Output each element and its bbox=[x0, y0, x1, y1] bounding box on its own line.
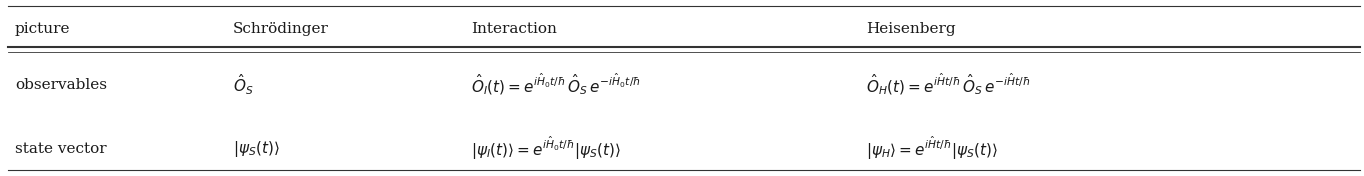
Text: $|\psi_I(t)\rangle = e^{i\hat{H}_0 t/\hbar}|\psi_S(t)\rangle$: $|\psi_I(t)\rangle = e^{i\hat{H}_0 t/\hb… bbox=[471, 135, 621, 162]
Text: picture: picture bbox=[15, 22, 71, 36]
Text: Interaction: Interaction bbox=[471, 22, 557, 36]
Text: $\hat{O}_I(t) = e^{i\hat{H}_0 t/\hbar}\,\hat{O}_S\,e^{-i\hat{H}_0 t/\hbar}$: $\hat{O}_I(t) = e^{i\hat{H}_0 t/\hbar}\,… bbox=[471, 72, 641, 97]
Text: state vector: state vector bbox=[15, 142, 106, 156]
Text: Schrödinger: Schrödinger bbox=[233, 22, 329, 36]
Text: $\hat{O}_H(t) = e^{i\hat{H}t/\hbar}\,\hat{O}_S\,e^{-i\hat{H}t/\hbar}$: $\hat{O}_H(t) = e^{i\hat{H}t/\hbar}\,\ha… bbox=[866, 72, 1030, 97]
Text: observables: observables bbox=[15, 78, 106, 92]
Text: Heisenberg: Heisenberg bbox=[866, 22, 955, 36]
Text: $\hat{O}_S$: $\hat{O}_S$ bbox=[233, 72, 254, 97]
Text: $|\psi_H\rangle = e^{i\hat{H}t/\hbar}|\psi_S(t)\rangle$: $|\psi_H\rangle = e^{i\hat{H}t/\hbar}|\p… bbox=[866, 135, 997, 162]
Text: $|\psi_S(t)\rangle$: $|\psi_S(t)\rangle$ bbox=[233, 139, 280, 159]
